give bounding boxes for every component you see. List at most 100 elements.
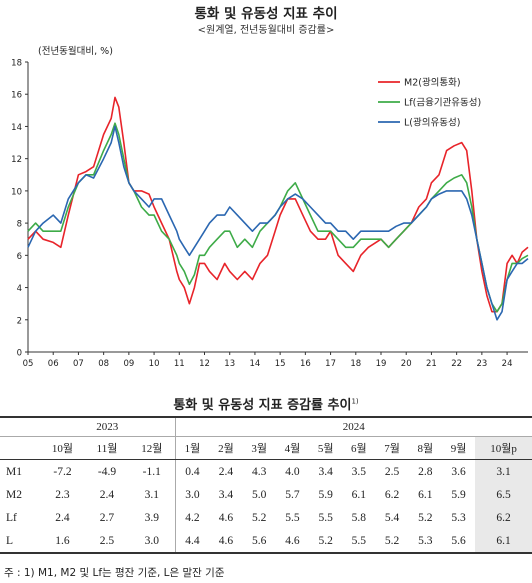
table-cell: 1.6 [40,529,85,554]
table-cell: -7.2 [53,465,72,478]
x-tick-label: 07 [73,359,84,369]
x-tick-label: 13 [224,359,235,369]
table-cell: 6.1 [475,529,532,554]
x-tick-label: 10 [149,359,160,369]
data-table: 2023 2024 10월 11월 12월 1월 2월 3월 4월 5월 6월 7월 8월 9월 10월p M… [0,416,532,554]
x-tick-label: 06 [48,359,59,369]
legend-label: Lf(금융기관유동성) [404,98,481,109]
table-cell: 4.0 [285,465,300,478]
x-tick-label: 05 [23,359,34,369]
y-tick-label: 2 [17,316,22,326]
table-cell: 2.4 [99,488,115,501]
table-cell: -1.1 [142,465,161,478]
table-cell: 3.9 [144,511,159,524]
table-cell: 3.1 [475,459,532,483]
table-cell: 4.2 [174,506,210,529]
table-cell: 0.4 [174,459,210,483]
x-tick-label: 21 [426,359,437,369]
table-cell: 2.4 [218,465,234,478]
table-cell: 5.2 [418,511,433,524]
month-header: 9월 [441,436,476,460]
row-label: M2 [6,488,22,501]
table-cell: 6.5 [475,483,532,506]
x-tick-label: 24 [502,359,513,369]
table-cell: 4.6 [209,529,243,554]
y-tick-label: 6 [17,252,22,262]
y-tick-label: 4 [17,284,22,294]
y-tick-label: 12 [11,155,22,165]
table-title-footnote-mark: 1) [351,397,359,406]
table-cell: 3.4 [318,465,333,478]
table-cell: 4.6 [218,511,234,524]
chart-subtitle: <원계열, 전년동월대비 증감률> [197,25,335,36]
month-header: 4월 [275,436,310,460]
table-cell: 5.3 [451,511,466,524]
month-header: 2월 [209,436,243,460]
x-tick-label: 12 [199,359,210,369]
month-header: 11월 [84,436,130,460]
table-row: L 1.6 2.5 3.0 4.4 4.6 5.6 4.6 5.2 5.5 5.2 5.3 5.6 6.1 [0,529,532,554]
table-cell: 5.7 [285,488,300,501]
series-line [27,122,529,313]
table-cell: 5.3 [408,529,442,554]
table-cell: 5.5 [342,529,376,554]
year-header-2024: 2024 [174,416,532,437]
legend-label: M2(광의통화) [404,77,461,89]
x-tick-label: 14 [250,359,261,369]
table-row: M1 -7.2 -4.9 -1.1 0.4 2.4 4.3 4.0 3.4 3.5 2.5 2.8 3.… [0,459,532,483]
y-tick-label: 10 [11,187,22,197]
table-cell: 2.8 [418,465,433,478]
month-header: 12월 [129,436,176,460]
legend: M2(광의통화) Lf(금융기관유동성) L(광의유동성) [378,77,481,129]
x-tick-label: 15 [275,359,286,369]
table-cell: 5.8 [351,511,367,524]
table-cell: 4.6 [275,529,310,554]
table-cell: 3.0 [129,529,176,554]
year-row: 2023 2024 [0,416,532,437]
x-tick-label: 11 [174,359,185,369]
x-tick-label: 18 [350,359,361,369]
table-cell: 5.2 [309,529,343,554]
x-tick-label: 20 [401,359,412,369]
y-axis-label: (전년동월대비, %) [38,45,113,57]
table-cell: 6.1 [351,488,367,501]
x-tick-label: 22 [451,359,462,369]
y-tick-label: 18 [11,59,22,69]
footnote: 주 : 1) M1, M2 및 Lf는 평잔 기준, L은 말잔 기준 [4,567,225,579]
corner-cell [0,436,40,460]
table-cell: 5.6 [441,529,476,554]
chart-title: 통화 및 유동성 지표 추이 [194,6,338,22]
x-tick-label: 09 [123,359,134,369]
month-header: 3월 [242,436,276,460]
row-label: M1 [6,465,22,478]
table-cell: 5.5 [285,511,300,524]
table-cell: 2.5 [84,529,130,554]
row-label: Lf [6,511,17,524]
month-header: 7월 [375,436,409,460]
month-header: 8월 [408,436,442,460]
table-cell: 4.3 [251,465,267,478]
table-row: Lf 2.4 2.7 3.9 4.2 4.6 5.2 5.5 5.5 5.8 5.4 5.2 5.3 6.… [0,506,532,529]
table-row: M2 2.3 2.4 3.1 3.0 3.4 5.0 5.7 5.9 6.1 6.2 6.1 5.9 6.… [0,483,532,506]
table-cell: 3.4 [218,488,234,501]
series-line [27,125,529,321]
x-tick-label: 19 [376,359,387,369]
table-cell: 3.1 [144,488,159,501]
table-cell: 5.6 [242,529,276,554]
table-cell: 2.7 [99,511,115,524]
table-cell: 2.4 [55,511,70,524]
series-line [27,96,529,313]
table-title: 통화 및 유동성 지표 증감률 추이1) [0,394,532,413]
table-cell: 5.0 [251,488,267,501]
legend-label: L(광의유동성) [404,117,460,129]
table-cell: -4.9 [97,465,117,478]
table-cell: 3.0 [174,483,210,506]
series-lines [27,96,529,321]
table-cell: 5.9 [451,488,466,501]
table-title-text: 통화 및 유동성 지표 증감률 추이 [173,398,352,413]
table-cell: 5.2 [251,511,267,524]
table-cell: 6.1 [418,488,433,501]
x-tick-label: 16 [300,359,311,369]
